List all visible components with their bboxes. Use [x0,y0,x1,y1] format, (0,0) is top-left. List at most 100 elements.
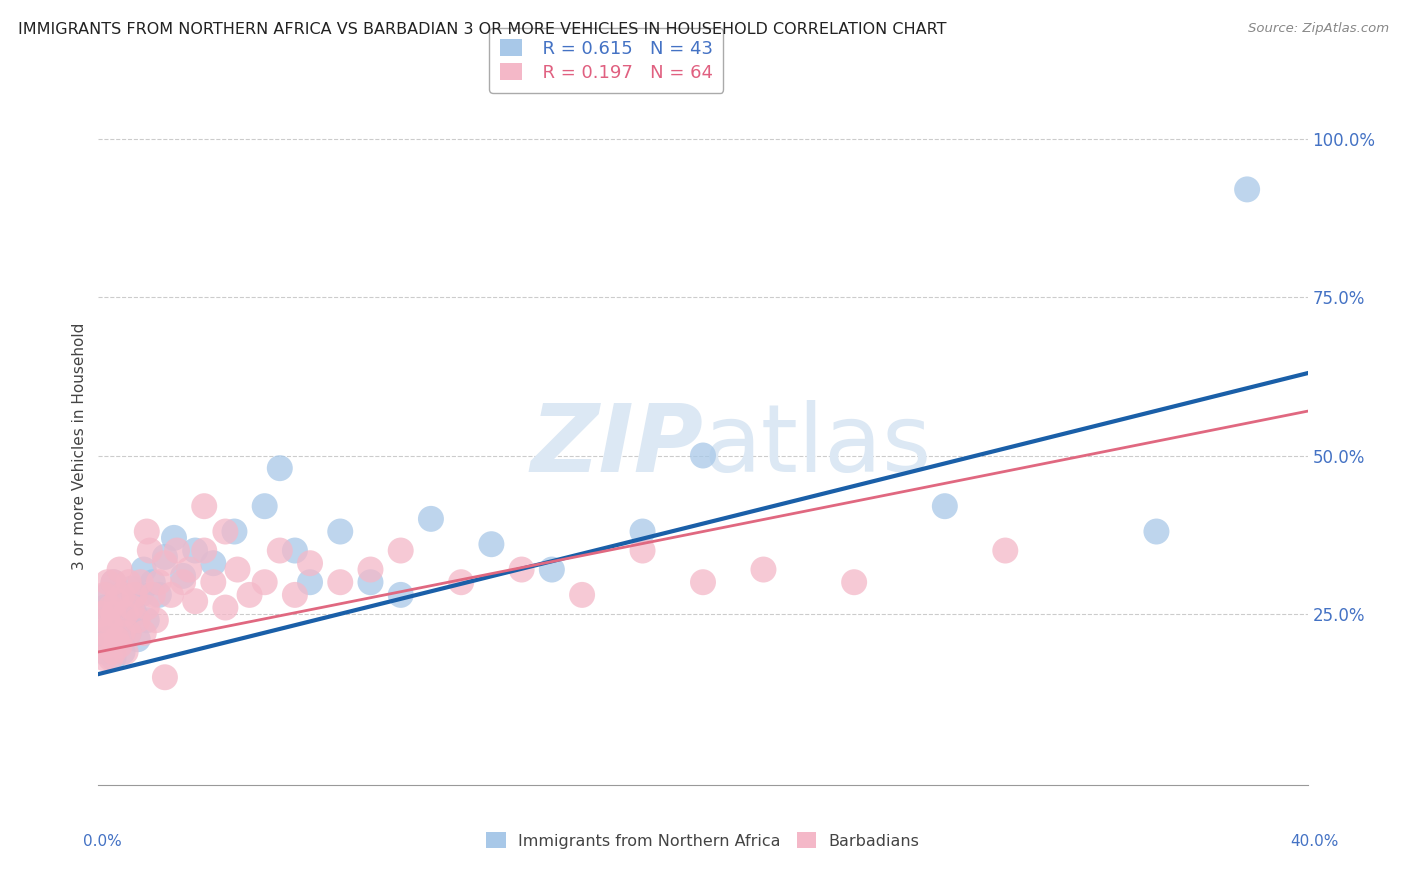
Point [239,588,262,602]
Point [105,632,128,647]
Point [420,512,443,526]
Point [100,619,122,633]
Point [139,543,162,558]
Point [1144,524,1167,539]
Point [163,531,186,545]
Point [153,670,176,684]
Point [118,575,141,590]
Point [118,626,141,640]
Point [96,613,118,627]
Point [214,600,236,615]
Point [100,607,122,621]
Point [571,588,593,602]
Point [148,588,170,602]
Text: ZIP: ZIP [530,400,703,492]
Point [108,639,131,653]
Point [96,639,118,653]
Point [96,632,118,647]
Point [124,607,146,621]
Point [752,563,775,577]
Point [135,600,157,615]
Point [142,575,165,590]
Point [1236,182,1258,196]
Y-axis label: 3 or more Vehicles in Household: 3 or more Vehicles in Household [72,322,87,570]
Point [142,588,165,602]
Point [172,569,194,583]
Point [90,607,112,621]
Point [692,449,714,463]
Point [631,524,654,539]
Point [108,594,131,608]
Point [202,575,225,590]
Point [269,543,291,558]
Point [127,613,149,627]
Point [103,575,125,590]
Point [132,563,155,577]
Point [93,600,115,615]
Point [253,575,276,590]
Point [299,575,322,590]
Point [389,588,412,602]
Point [179,563,201,577]
Point [118,626,141,640]
Point [253,499,276,513]
Point [224,524,246,539]
Point [145,613,167,627]
Point [93,626,115,640]
Point [96,575,118,590]
Point [166,543,188,558]
Point [90,639,112,653]
Point [184,594,207,608]
Point [103,607,125,621]
Point [121,582,143,596]
Text: IMMIGRANTS FROM NORTHERN AFRICA VS BARBADIAN 3 OR MORE VEHICLES IN HOUSEHOLD COR: IMMIGRANTS FROM NORTHERN AFRICA VS BARBA… [18,22,946,37]
Point [269,461,291,475]
Point [226,563,249,577]
Point [202,556,225,570]
Point [172,575,194,590]
Point [510,563,533,577]
Point [148,575,170,590]
Point [103,645,125,659]
Point [105,619,128,633]
Point [160,588,183,602]
Point [994,543,1017,558]
Point [692,575,714,590]
Point [96,588,118,602]
Point [111,588,134,602]
Point [111,626,134,640]
Point [132,626,155,640]
Point [114,607,136,621]
Point [631,543,654,558]
Point [93,651,115,665]
Point [193,499,215,513]
Point [129,575,152,590]
Point [153,549,176,564]
Point [100,651,122,665]
Point [214,524,236,539]
Point [108,563,131,577]
Point [129,588,152,602]
Point [360,563,382,577]
Point [193,543,215,558]
Point [103,651,125,665]
Point [934,499,956,513]
Point [90,626,112,640]
Point [450,575,472,590]
Point [481,537,503,551]
Point [103,575,125,590]
Legend: Immigrants from Northern Africa, Barbadians: Immigrants from Northern Africa, Barbadi… [479,826,927,855]
Point [100,639,122,653]
Point [389,543,412,558]
Point [135,524,157,539]
Point [111,645,134,659]
Point [844,575,866,590]
Point [100,600,122,615]
Point [93,645,115,659]
Point [284,543,307,558]
Point [284,588,307,602]
Point [329,575,352,590]
Point [124,588,146,602]
Point [299,556,322,570]
Point [114,613,136,627]
